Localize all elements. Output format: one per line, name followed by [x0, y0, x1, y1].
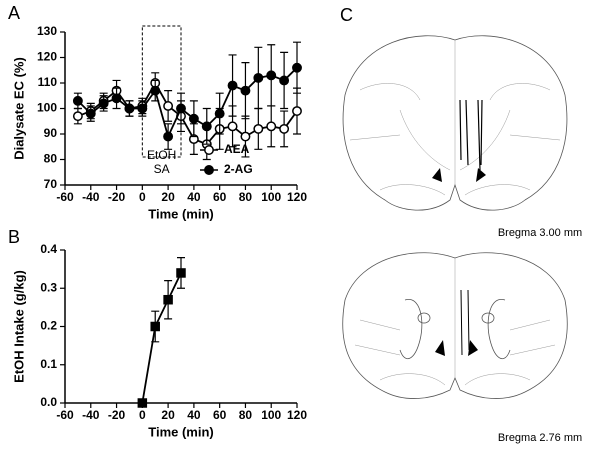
y-tick-label: 0.0: [40, 395, 57, 409]
x-tick-label: 120: [287, 190, 307, 204]
marker: [72, 111, 83, 122]
x-tick-label: -20: [108, 190, 126, 204]
marker: [266, 70, 277, 81]
marker: [188, 113, 199, 124]
x-tick-label: -20: [108, 408, 126, 422]
x-tick-label: 120: [287, 408, 307, 422]
marker: [176, 103, 186, 114]
x-tick-label: 40: [187, 408, 201, 422]
series-line: [141, 272, 182, 404]
panel-label: C: [340, 5, 353, 25]
x-tick-label: 0: [139, 190, 146, 204]
marker: [253, 72, 264, 83]
marker: [240, 131, 251, 142]
x-tick-label: 80: [239, 190, 253, 204]
caption: Bregma 2.76 mm: [498, 432, 582, 444]
x-tick-label: 80: [239, 408, 253, 422]
marker: [163, 131, 174, 142]
x-tick-label: 60: [213, 190, 227, 204]
marker: [201, 121, 212, 132]
highlight-box: [141, 25, 182, 158]
marker: [266, 121, 277, 132]
x-tick-label: -60: [56, 408, 74, 422]
marker: [163, 294, 173, 305]
marker: [98, 98, 109, 109]
marker: [137, 398, 148, 408]
x-tick-label: 0: [139, 408, 146, 422]
annotation: SA: [154, 162, 170, 176]
marker: [111, 93, 122, 104]
marker: [279, 75, 290, 86]
x-tick-label: 20: [161, 408, 175, 422]
brain-section-top: [342, 35, 568, 211]
y-tick-label: 0.2: [40, 319, 57, 333]
y-tick-label: 120: [37, 50, 57, 64]
y-tick-label: 110: [38, 75, 58, 89]
legend-marker: [204, 165, 214, 175]
marker: [176, 268, 186, 278]
marker: [124, 103, 135, 114]
y-tick-label: 90: [44, 126, 58, 140]
marker: [150, 85, 161, 96]
y-tick-label: 80: [44, 152, 58, 166]
marker: [227, 121, 238, 132]
marker: [253, 123, 264, 134]
x-tick-label: 60: [213, 408, 227, 422]
x-tick-label: 40: [187, 190, 201, 204]
marker: [72, 95, 83, 106]
y-tick-label: 130: [37, 24, 57, 38]
x-axis-title: Time (min): [148, 424, 214, 439]
legend-marker: [204, 145, 214, 155]
y-tick-label: 100: [37, 101, 57, 115]
legend-label: AEA: [224, 142, 250, 156]
x-axis-title: Time (min): [148, 206, 214, 221]
x-tick-label: 100: [261, 190, 281, 204]
x-tick-label: -60: [56, 190, 74, 204]
y-tick-label: 0.1: [40, 357, 57, 371]
marker: [292, 62, 302, 73]
caption: Bregma 3.00 mm: [498, 227, 582, 239]
y-tick-label: 0.3: [40, 280, 57, 294]
y-axis-title: Dialysate EC (%): [11, 57, 26, 160]
x-tick-label: -40: [82, 408, 100, 422]
x-tick-label: 20: [161, 190, 175, 204]
marker: [240, 85, 251, 96]
marker: [227, 80, 238, 91]
marker: [137, 103, 148, 114]
marker: [163, 101, 174, 111]
annotation: EtOH: [147, 148, 176, 162]
x-tick-label: -40: [82, 190, 100, 204]
marker: [214, 108, 225, 119]
legend-label: 2-AG: [224, 162, 253, 176]
y-axis-title: EtOH Intake (g/kg): [11, 270, 26, 383]
marker: [279, 123, 290, 134]
marker: [292, 106, 302, 117]
panel-label: A: [8, 3, 20, 23]
panel-label: B: [8, 227, 20, 247]
marker: [150, 321, 160, 332]
y-tick-label: 70: [44, 177, 58, 191]
brain-section-bottom: [342, 252, 568, 399]
x-tick-label: 100: [261, 408, 281, 422]
y-tick-label: 0.4: [40, 242, 57, 256]
marker: [85, 108, 96, 119]
